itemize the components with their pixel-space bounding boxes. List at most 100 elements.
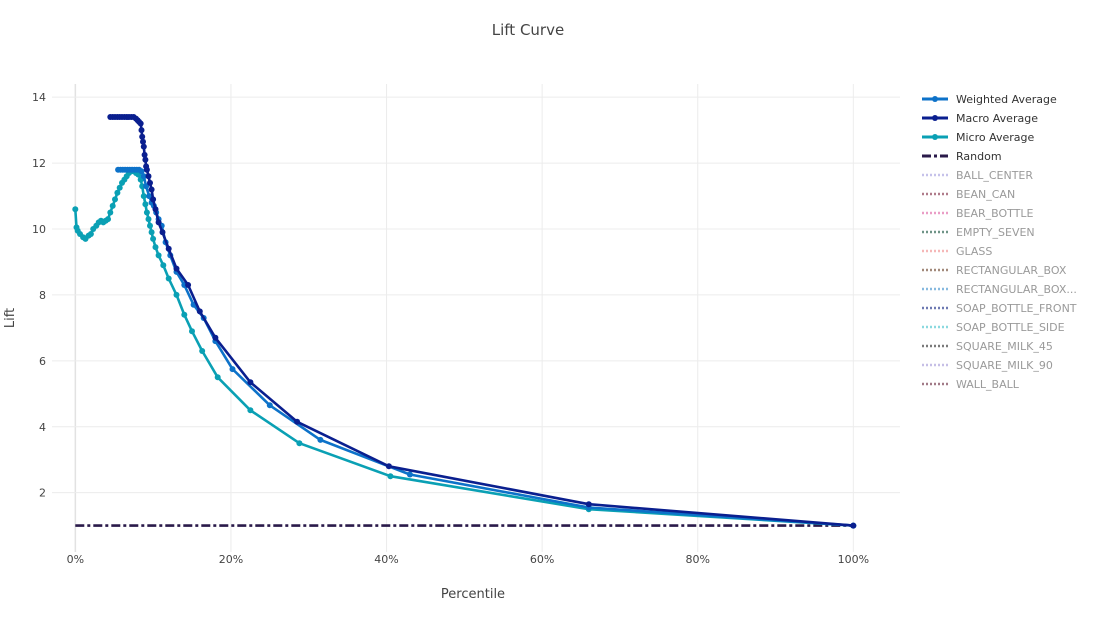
legend-item[interactable]: WALL_BALL: [922, 378, 1020, 391]
data-point: [116, 184, 123, 191]
series-line: [110, 115, 854, 527]
legend-item[interactable]: Micro Average: [922, 131, 1035, 144]
legend-item[interactable]: Macro Average: [922, 112, 1038, 125]
series-lines: [72, 114, 857, 529]
data-point: [155, 219, 162, 226]
y-tick-label: 6: [39, 355, 46, 368]
legend-marker: [932, 134, 938, 140]
legend-item[interactable]: SOAP_BOTTLE_FRONT: [922, 302, 1077, 315]
legend-item[interactable]: RECTANGULAR_BOX: [922, 264, 1067, 277]
legend-label: RECTANGULAR_BOX...: [956, 283, 1077, 296]
series-line: [118, 168, 854, 527]
legend-item[interactable]: Random: [922, 150, 1002, 163]
series-macro-average: [107, 114, 857, 529]
data-point: [317, 436, 324, 443]
data-point: [140, 138, 146, 145]
legend-item[interactable]: EMPTY_SEVEN: [922, 226, 1035, 239]
data-point: [107, 209, 114, 216]
data-point: [72, 206, 79, 213]
legend-label: SQUARE_MILK_90: [956, 359, 1053, 372]
data-point: [150, 196, 157, 203]
axis-tick-labels: 0% 20% 40% 60% 80% 100% 2 4 6 8 10 12 14: [32, 91, 869, 566]
data-point: [148, 229, 155, 236]
data-point: [147, 222, 153, 229]
legend-item[interactable]: SQUARE_MILK_45: [922, 340, 1053, 353]
legend-item[interactable]: SOAP_BOTTLE_SIDE: [922, 321, 1065, 334]
data-point: [196, 308, 203, 315]
data-point: [199, 348, 206, 354]
series-micro-average: [72, 168, 857, 529]
data-point: [137, 120, 144, 127]
data-point: [145, 216, 152, 223]
legend-item[interactable]: BEAN_CAN: [922, 188, 1015, 201]
data-point: [212, 334, 219, 341]
legend-label: SOAP_BOTTLE_FRONT: [956, 302, 1077, 315]
legend-label: EMPTY_SEVEN: [956, 226, 1035, 239]
data-point: [165, 245, 172, 252]
data-point: [387, 473, 394, 480]
legend: Weighted Average Macro Average Micro Avera…: [922, 93, 1077, 391]
data-point: [139, 133, 146, 140]
data-point: [229, 366, 236, 373]
legend-marker: [932, 96, 938, 102]
data-point: [150, 235, 157, 242]
data-point: [214, 374, 221, 381]
legend-label: WALL_BALL: [956, 378, 1020, 391]
data-point: [406, 471, 413, 478]
data-point: [296, 440, 303, 447]
data-point: [294, 418, 301, 425]
data-point: [147, 179, 153, 186]
data-point: [143, 166, 150, 173]
data-point: [266, 402, 273, 409]
chart-title: Lift Curve: [492, 21, 564, 39]
data-point: [148, 186, 155, 193]
data-point: [112, 196, 118, 203]
data-point: [165, 275, 172, 282]
data-point: [181, 311, 188, 318]
x-tick-label: 100%: [838, 553, 869, 566]
x-tick-label: 60%: [530, 553, 554, 566]
data-point: [247, 379, 254, 386]
x-tick-label: 20%: [219, 553, 243, 566]
data-point: [152, 244, 159, 251]
legend-item[interactable]: BALL_CENTER: [922, 169, 1033, 182]
y-tick-label: 10: [32, 223, 46, 236]
legend-item[interactable]: Weighted Average: [922, 93, 1057, 106]
data-point: [87, 231, 94, 237]
legend-label: BEAN_CAN: [956, 188, 1015, 201]
legend-label: Random: [956, 150, 1002, 163]
legend-item[interactable]: SQUARE_MILK_90: [922, 359, 1053, 372]
legend-label: SOAP_BOTTLE_SIDE: [956, 321, 1065, 334]
y-tick-label: 8: [39, 289, 46, 302]
data-point: [173, 265, 180, 272]
legend-item[interactable]: BEAR_BOTTLE: [922, 207, 1034, 220]
data-point: [142, 201, 149, 208]
series-line: [74, 170, 854, 527]
y-tick-label: 12: [32, 157, 46, 170]
data-point: [142, 156, 149, 163]
data-point: [189, 328, 195, 335]
legend-label: Micro Average: [956, 131, 1035, 144]
legend-label: BALL_CENTER: [956, 169, 1033, 182]
data-point: [140, 143, 147, 150]
data-point: [105, 216, 111, 223]
legend-marker: [932, 115, 938, 121]
x-tick-label: 40%: [374, 553, 398, 566]
legend-label: RECTANGULAR_BOX: [956, 264, 1067, 277]
legend-label: Weighted Average: [956, 93, 1057, 106]
data-point: [140, 173, 147, 180]
data-point: [160, 262, 167, 269]
y-axis-title: Lift: [3, 308, 18, 328]
data-point: [138, 168, 145, 175]
y-tick-label: 2: [39, 487, 46, 500]
data-point: [145, 173, 152, 180]
data-point: [109, 202, 116, 209]
data-point: [141, 151, 148, 158]
data-point: [140, 193, 147, 200]
x-axis-title: Percentile: [441, 587, 505, 602]
series-weighted-average: [115, 166, 857, 529]
legend-item[interactable]: GLASS: [922, 245, 992, 258]
data-point: [114, 189, 121, 196]
legend-item[interactable]: RECTANGULAR_BOX...: [922, 283, 1077, 296]
